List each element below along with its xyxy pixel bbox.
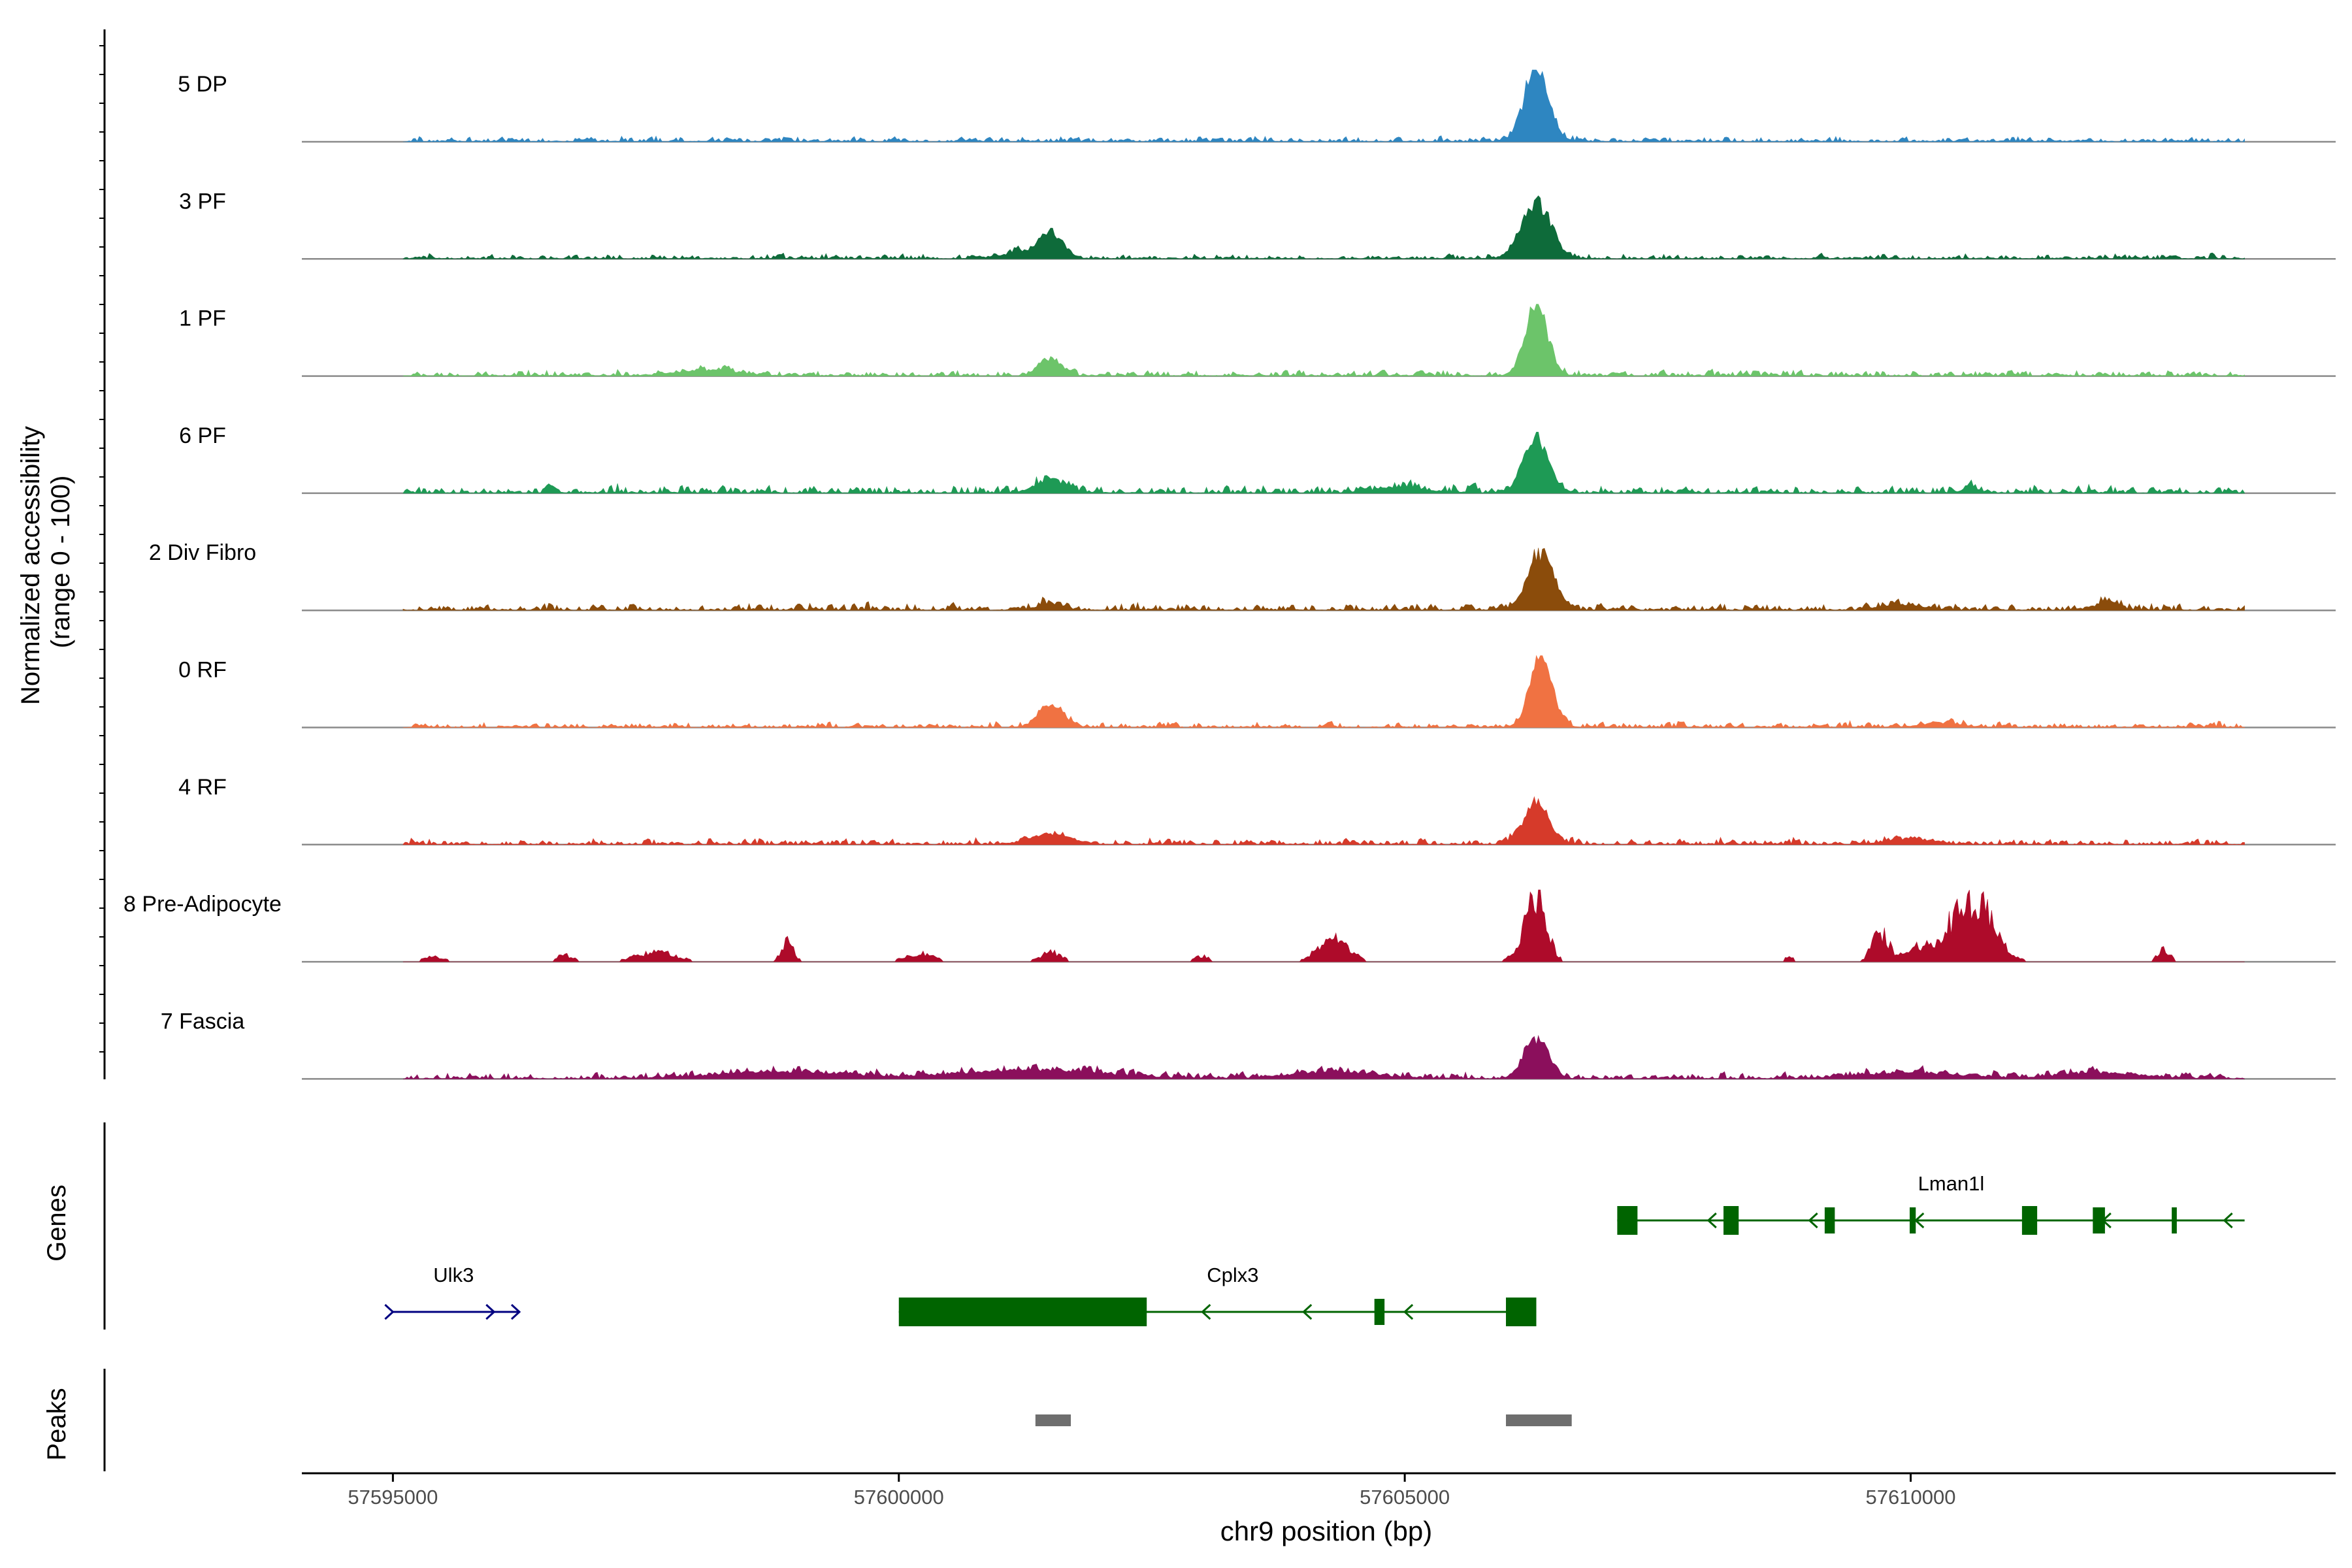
strand-arrow <box>1302 1303 1313 1320</box>
x-tick-label: 57605000 <box>1360 1486 1450 1509</box>
coverage-track-0-rf: 0 RF <box>178 655 2336 728</box>
gene-exon <box>1617 1206 1638 1235</box>
y-axis-label: Normalized accessibility (range 0 - 100) <box>16 419 75 705</box>
gene-exon <box>2021 1206 2038 1235</box>
track-label: 3 PF <box>179 189 226 214</box>
coverage-area <box>402 655 2245 728</box>
y-axis-label-line2: (range 0 - 100) <box>46 476 75 649</box>
strand-arrow <box>1914 1212 1925 1229</box>
peaks-track <box>1035 1414 1572 1426</box>
left-axes <box>99 29 106 1471</box>
track-label: 7 Fascia <box>161 1009 245 1034</box>
x-tick-label: 57600000 <box>854 1486 944 1509</box>
coverage-track-7-fascia: 7 Fascia <box>161 1009 2336 1080</box>
track-label: 2 Div Fibro <box>149 540 256 565</box>
peak-region <box>1506 1414 1572 1426</box>
gene-exon <box>1723 1206 1739 1235</box>
strand-arrow <box>1808 1212 1818 1229</box>
gene-annotation-track: Lman1l Ulk3 Cplx3 <box>384 1172 2245 1326</box>
strand-arrow <box>510 1303 521 1320</box>
track-label: 4 RF <box>178 775 227 800</box>
gene-lman1l: Lman1l <box>1617 1172 2245 1235</box>
coverage-area <box>402 547 2245 611</box>
genes-track-label: Genes <box>42 1184 71 1262</box>
coverage-area <box>402 1034 2245 1079</box>
coverage-area <box>402 431 2245 494</box>
track-label: 6 PF <box>179 423 226 448</box>
coverage-area <box>402 69 2245 142</box>
x-axis: 57595000 57600000 57605000 57610000 <box>302 1472 2336 1509</box>
coverage-track-6-pf: 6 PF <box>179 423 2336 495</box>
gene-exon <box>1824 1207 1835 1233</box>
coverage-area <box>402 796 2245 845</box>
strand-arrow <box>384 1303 395 1320</box>
x-axis-label: chr9 position (bp) <box>1220 1516 1433 1546</box>
gene-exon <box>1506 1298 1537 1326</box>
gene-exon <box>1909 1207 1916 1233</box>
coverage-track-3-pf: 3 PF <box>179 189 2336 260</box>
strand-arrow <box>1403 1303 1414 1320</box>
track-label: 1 PF <box>179 306 226 331</box>
coverage-tracks: 5 DP 3 PF 1 PF 6 PF 2 Div Fibro 0 RF 4 RF 8 Pre… <box>123 69 2336 1080</box>
strand-arrow <box>485 1303 496 1320</box>
coverage-area <box>402 195 2245 259</box>
gene-exon <box>2172 1207 2177 1233</box>
gene-exon <box>1374 1299 1385 1325</box>
strand-arrow <box>2101 1212 2112 1229</box>
peaks-track-label: Peaks <box>42 1388 71 1460</box>
coverage-area <box>402 304 2245 376</box>
strand-arrow <box>1201 1303 1211 1320</box>
coverage-track-2-div-fibro: 2 Div Fibro <box>149 540 2336 612</box>
strand-arrow <box>1707 1212 1717 1229</box>
strand-arrow <box>2223 1212 2233 1229</box>
x-tick-label: 57595000 <box>348 1486 438 1509</box>
gene-exon <box>2093 1207 2105 1233</box>
coverage-track-5-dp: 5 DP <box>178 69 2336 143</box>
gene-name-label: Cplx3 <box>1207 1264 1258 1286</box>
gene-name-label: Lman1l <box>1918 1172 1985 1195</box>
track-label: 0 RF <box>178 658 227 683</box>
gene-cplx3: Cplx3 <box>898 1264 1537 1326</box>
y-axis-label-line1: Normalized accessibility <box>16 426 45 705</box>
gene-ulk3: Ulk3 <box>384 1264 521 1320</box>
coverage-track-4-rf: 4 RF <box>178 775 2336 846</box>
coverage-area <box>402 889 2245 962</box>
x-tick-label: 57610000 <box>1866 1486 1956 1509</box>
track-label: 5 DP <box>178 72 227 97</box>
gene-name-label: Ulk3 <box>433 1264 474 1286</box>
peak-region <box>1035 1414 1071 1426</box>
gene-exon <box>898 1298 1147 1326</box>
track-label: 8 Pre-Adipocyte <box>123 892 282 917</box>
coverage-track-8-pre-adipocyte: 8 Pre-Adipocyte <box>123 889 2336 963</box>
coverage-track-1-pf: 1 PF <box>179 304 2336 377</box>
